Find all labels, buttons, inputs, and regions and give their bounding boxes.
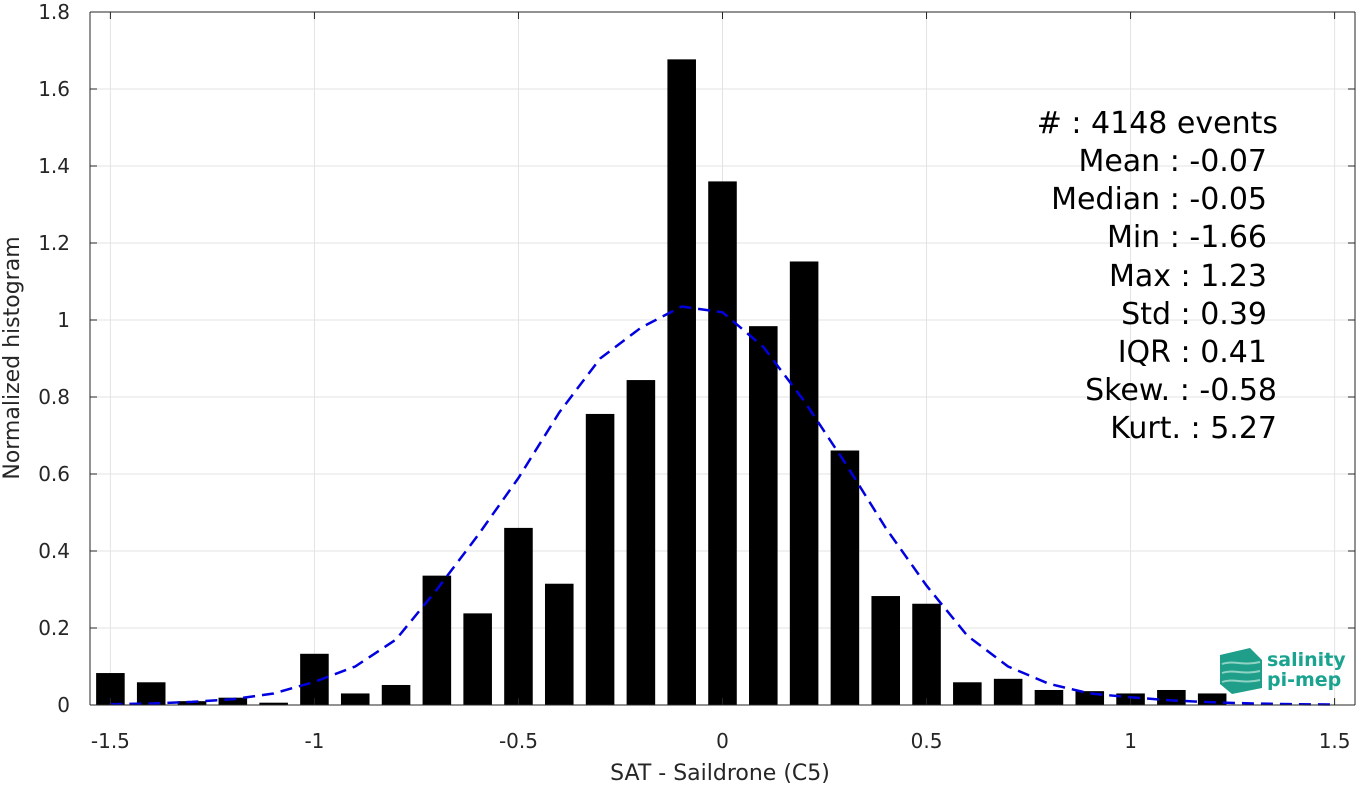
histogram-bar-12	[585, 413, 615, 705]
histogram-bar-3	[218, 697, 248, 705]
x-tick-label-4: 0.5	[911, 729, 943, 753]
histogram-bar-21	[953, 682, 982, 705]
stats-max: Max : 1.23	[1109, 259, 1267, 294]
logo-line-2: pi-mep	[1267, 669, 1341, 691]
y-tick-label-6: 1.2	[38, 231, 70, 255]
fit-curve-line	[110, 305, 1335, 706]
y-tick-label-0: 0	[57, 693, 70, 717]
histogram-bar-10	[504, 527, 533, 705]
x-axis-label: SAT - Saildrone (C5)	[610, 761, 830, 785]
histogram-bar-22	[993, 678, 1023, 705]
logo-line-1: salinity	[1267, 649, 1346, 671]
stats-kurt: Kurt. : 5.27	[1110, 411, 1277, 446]
histogram-bar-7	[381, 684, 411, 705]
histogram-bar-1	[136, 682, 166, 705]
stats-box: # : 4148 events Mean : -0.07 Median : -0…	[1037, 106, 1278, 446]
x-tick-label-1: -1	[304, 729, 324, 753]
y-tick-label-1: 0.2	[38, 616, 70, 640]
x-tick-label-6: 1.5	[1319, 729, 1351, 753]
histogram-bar-14	[667, 59, 696, 706]
x-tick-label-2: -0.5	[499, 729, 538, 753]
histogram-bar-11	[544, 583, 574, 705]
y-tick-label-7: 1.4	[38, 154, 70, 178]
histogram-bar-13	[626, 380, 656, 705]
stats-skew: Skew. : -0.58	[1085, 373, 1277, 408]
histogram-bar-9	[463, 613, 492, 705]
histogram-bar-8	[422, 575, 452, 705]
x-tick-label-3: 0	[716, 729, 729, 753]
stats-median: Median : -0.05	[1051, 182, 1267, 217]
histogram-bar-20	[912, 603, 941, 705]
histogram-bar-18	[830, 450, 860, 705]
stats-min: Min : -1.66	[1107, 220, 1267, 255]
y-tick-label-9: 1.8	[38, 0, 70, 24]
gaussian-fit-curve	[110, 305, 1335, 706]
y-tick-label-8: 1.6	[38, 77, 70, 101]
histogram-bar-27	[1197, 693, 1227, 705]
stats-std: Std : 0.39	[1121, 297, 1267, 332]
y-tick-label-2: 0.4	[38, 539, 70, 563]
histogram-bar-23	[1034, 689, 1064, 705]
histogram-bars	[96, 59, 1227, 706]
stats-iqr: IQR : 0.41	[1118, 335, 1267, 370]
x-tick-label-5: 1	[1124, 729, 1137, 753]
stats-count: # : 4148 events	[1037, 106, 1278, 141]
histogram-bar-6	[340, 693, 370, 705]
x-tick-label-0: -1.5	[91, 729, 130, 753]
histogram-bar-17	[789, 261, 819, 705]
histogram-bar-26	[1157, 689, 1186, 705]
histogram-bar-16	[749, 326, 778, 705]
logo-mark-icon	[1220, 648, 1262, 694]
stats-mean: Mean : -0.07	[1078, 144, 1267, 179]
y-axis-label: Normalized histogram	[0, 236, 25, 479]
axis-ticks: -1.5 -1 -0.5 0 0.5 1 1.5 0 0.2 0.4 0.6 0.8 1 1.2 1.4 1.…	[38, 0, 1355, 753]
salinity-pi-mep-logo: salinity pi-mep	[1220, 648, 1346, 694]
y-tick-label-5: 1	[57, 308, 70, 332]
histogram-bar-19	[871, 596, 901, 705]
histogram-bar-15	[708, 181, 737, 705]
histogram-bar-4	[259, 702, 288, 705]
y-tick-label-3: 0.6	[38, 462, 70, 486]
y-tick-label-4: 0.8	[38, 385, 70, 409]
